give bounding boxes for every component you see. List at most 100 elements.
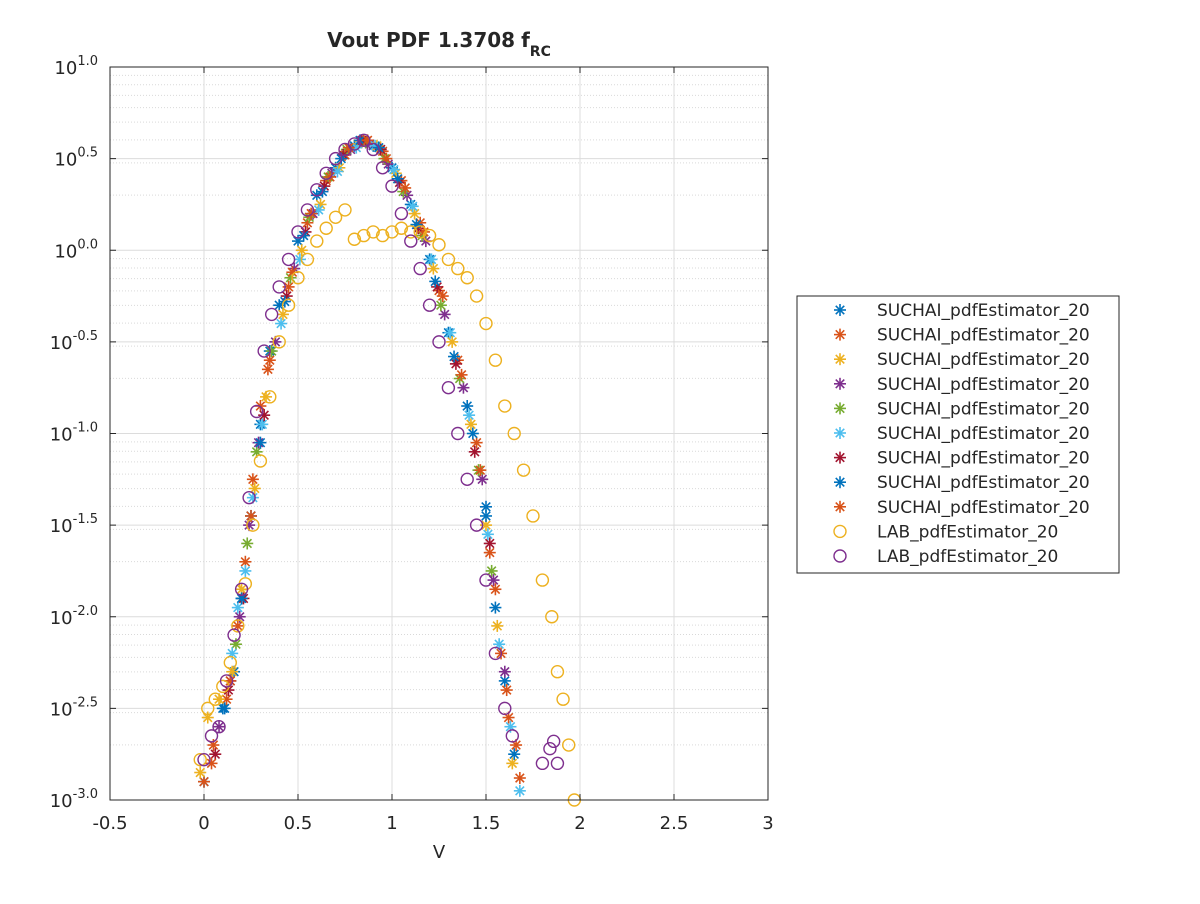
star-stroke <box>835 354 845 365</box>
data-point <box>231 619 245 633</box>
data-point <box>347 137 362 151</box>
star-stroke <box>296 245 307 256</box>
data-point <box>545 610 559 624</box>
data-point <box>432 335 446 349</box>
data-point <box>434 299 447 312</box>
y-tick-exponent: -2.0 <box>73 604 98 619</box>
star-stroke <box>383 159 394 169</box>
star-stroke <box>227 666 238 677</box>
x-tick-label: -0.5 <box>92 813 127 834</box>
star-stroke <box>270 337 281 347</box>
data-point <box>305 207 318 220</box>
data-point <box>281 298 296 312</box>
data-point <box>535 573 550 587</box>
legend: SUCHAI_pdfEstimator_20 SUCHAI_pdfEstimato… <box>796 295 1120 574</box>
star-stroke <box>233 602 243 613</box>
data-point <box>469 289 484 303</box>
star-stroke <box>471 437 482 448</box>
legend-label: SUCHAI_pdfEstimator_20 <box>877 498 1090 518</box>
star-stroke <box>214 694 224 705</box>
data-point <box>209 748 222 761</box>
star-stroke <box>231 639 241 650</box>
data-point <box>422 228 437 243</box>
star-stroke <box>432 282 442 292</box>
y-tick-label: 10-3.0 <box>50 787 98 812</box>
star-stroke <box>240 556 251 567</box>
legend-marker <box>834 304 846 316</box>
data-point <box>441 252 456 267</box>
y-tick-base: 10 <box>50 333 73 354</box>
star-stroke <box>240 566 251 576</box>
data-point <box>241 537 254 550</box>
data-point <box>436 290 449 303</box>
star-stroke <box>355 135 365 146</box>
star-stroke <box>430 276 441 287</box>
data-point <box>272 280 286 294</box>
series-10 <box>193 203 582 807</box>
star-stroke <box>469 447 480 457</box>
data-point <box>338 203 352 217</box>
data-point <box>385 225 399 239</box>
data-point <box>444 326 457 339</box>
star-stroke <box>462 401 473 411</box>
star-stroke <box>302 217 313 228</box>
chart-title-main: Vout PDF 1.3708 <box>327 28 515 52</box>
legend-marker <box>833 549 847 563</box>
star-stroke <box>246 511 256 521</box>
data-point <box>404 234 418 248</box>
data-point <box>455 368 468 381</box>
data-point <box>198 775 210 788</box>
star-stroke <box>835 477 845 488</box>
data-point <box>432 238 446 252</box>
data-point <box>463 409 476 422</box>
legend-marker <box>834 427 846 439</box>
star-stroke <box>434 285 444 296</box>
star-stroke <box>835 428 845 438</box>
data-point <box>441 380 456 395</box>
star-stroke <box>503 712 514 723</box>
star-stroke <box>409 208 420 219</box>
data-point <box>449 357 462 370</box>
star-stroke <box>407 201 418 212</box>
y-tick-labels: 10-3.010-2.510-2.010-1.510-1.010-0.5100.… <box>50 54 98 812</box>
star-stroke <box>319 181 330 191</box>
data-point <box>272 335 286 349</box>
star-stroke <box>283 282 294 292</box>
data-point <box>263 390 277 404</box>
legend-box <box>796 295 1120 574</box>
y-tick-base: 10 <box>54 241 77 262</box>
y-tick-label: 10-1.0 <box>50 421 98 446</box>
data-point <box>488 353 503 367</box>
tick-layer <box>109 66 769 801</box>
data-point <box>498 399 512 413</box>
data-point <box>480 509 492 522</box>
data-point <box>448 350 461 363</box>
data-point <box>491 619 504 632</box>
star-stroke <box>477 474 488 485</box>
star-stroke <box>276 318 286 329</box>
star-stroke <box>411 219 422 230</box>
data-point <box>451 426 465 441</box>
y-tick-label: 100.5 <box>54 146 98 171</box>
star-stroke <box>436 300 446 311</box>
star-stroke <box>501 685 512 695</box>
star-stroke <box>490 584 501 595</box>
data-point <box>500 684 513 697</box>
data-point <box>546 734 561 749</box>
legend-entry: LAB_pdfEstimator_20 <box>833 522 1058 542</box>
x-tick-label: 3 <box>762 813 773 834</box>
data-point <box>234 582 249 596</box>
data-point <box>193 752 207 767</box>
legend-label: SUCHAI_pdfEstimator_20 <box>877 473 1090 493</box>
data-point <box>413 225 427 239</box>
data-point <box>505 729 520 743</box>
data-point <box>194 766 207 779</box>
data-point <box>204 729 219 743</box>
star-stroke <box>249 483 260 494</box>
star-stroke <box>236 593 247 604</box>
star-stroke <box>509 749 520 759</box>
x-tick-label: 2 <box>574 813 585 834</box>
data-point <box>243 519 256 532</box>
data-point <box>249 404 264 419</box>
data-point <box>275 317 288 330</box>
